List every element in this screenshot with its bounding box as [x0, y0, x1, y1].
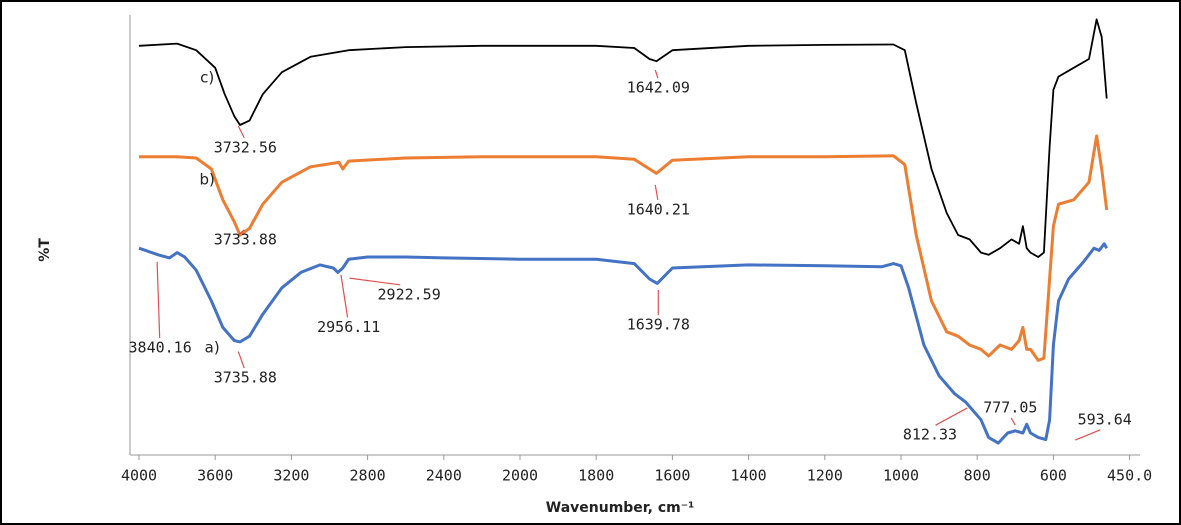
x-axis-title: Wavenumber, cm⁻¹ — [546, 500, 695, 516]
peak-label: 3840.16 — [129, 339, 192, 357]
x-tick-label: 1200 — [807, 467, 843, 485]
peak-label: 2922.59 — [378, 285, 441, 303]
peak-label: 777.05 — [983, 398, 1037, 416]
peak-label: 1642.09 — [627, 79, 690, 97]
annotation-leader — [237, 229, 245, 236]
x-tick-label: 800 — [964, 467, 991, 485]
annotation-leader — [156, 261, 161, 339]
peak-label: 3732.56 — [214, 138, 277, 156]
x-tick-label: 2400 — [426, 467, 462, 485]
x-tick-label: 1600 — [654, 467, 690, 485]
series-line — [138, 18, 1108, 258]
x-tick-label: 1400 — [731, 467, 767, 485]
x-tick-label: 3600 — [197, 467, 233, 485]
peak-label: 2956.11 — [317, 318, 380, 336]
x-tick-label: 1000 — [883, 467, 919, 485]
peak-label: 812.33 — [903, 426, 957, 444]
peak-label: 3733.88 — [214, 230, 277, 248]
annotation-leader — [237, 125, 245, 139]
x-tick-label: 3200 — [273, 467, 309, 485]
curve-label: a) — [205, 339, 220, 357]
annotation-leader — [340, 274, 349, 318]
x-tick-label: 2800 — [350, 467, 386, 485]
annotation-leader — [935, 407, 968, 426]
x-tick-label: 4000 — [121, 467, 157, 485]
annotation-leader — [237, 351, 245, 369]
annotation-leader — [654, 69, 659, 79]
series-line — [138, 242, 1109, 445]
peak-label: 1639.78 — [627, 316, 690, 334]
series-line — [139, 134, 1109, 362]
peak-label: 1640.21 — [627, 200, 690, 218]
annotation-leader — [1010, 417, 1016, 426]
peak-label: 593.64 — [1078, 410, 1132, 428]
peak-label: 3735.88 — [214, 369, 277, 387]
x-tick-label: 600 — [1040, 467, 1067, 485]
x-tick-label: 450.0 — [1107, 467, 1152, 485]
x-tick-label: 2000 — [502, 467, 538, 485]
annotation-leader — [1075, 429, 1101, 441]
y-axis-title: %T — [37, 238, 53, 262]
annotation-leader — [654, 184, 659, 201]
curve-label: b) — [200, 171, 215, 189]
x-tick-label: 1800 — [578, 467, 614, 485]
curve-label: c) — [200, 68, 214, 86]
annotation-leader — [349, 277, 401, 286]
